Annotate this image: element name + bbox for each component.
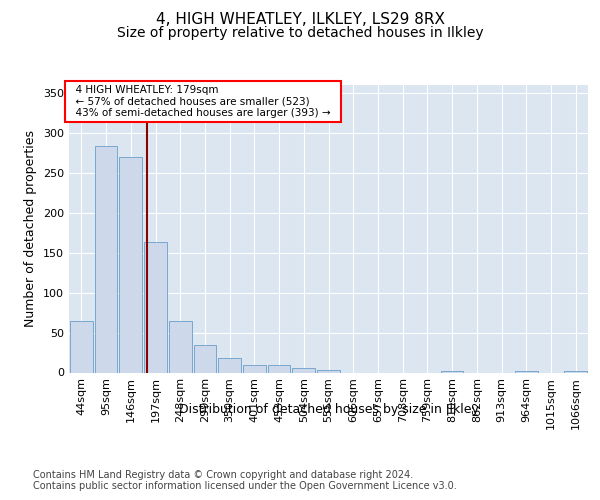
Bar (218, 358, 241, 372)
Text: 4, HIGH WHEATLEY, ILKLEY, LS29 8RX: 4, HIGH WHEATLEY, ILKLEY, LS29 8RX (155, 12, 445, 28)
Bar (515, 371, 538, 372)
Bar (243, 366, 266, 372)
Bar (119, 157, 142, 372)
Bar (292, 368, 315, 372)
Text: Size of property relative to detached houses in Ilkley: Size of property relative to detached ho… (116, 26, 484, 40)
Bar (169, 320, 191, 372)
Y-axis label: Number of detached properties: Number of detached properties (25, 130, 37, 327)
Text: Distribution of detached houses by size in Ilkley: Distribution of detached houses by size … (179, 402, 479, 415)
Bar (95, 146, 118, 372)
Bar (70, 320, 93, 372)
Bar (144, 242, 167, 372)
Bar (564, 371, 587, 372)
Text: 4 HIGH WHEATLEY: 179sqm
  ← 57% of detached houses are smaller (523)
  43% of se: 4 HIGH WHEATLEY: 179sqm ← 57% of detache… (69, 85, 337, 118)
Text: Contains public sector information licensed under the Open Government Licence v3: Contains public sector information licen… (33, 481, 457, 491)
Bar (268, 366, 290, 372)
Bar (317, 370, 340, 372)
Text: Contains HM Land Registry data © Crown copyright and database right 2024.: Contains HM Land Registry data © Crown c… (33, 470, 413, 480)
Bar (441, 371, 463, 372)
Bar (194, 344, 216, 372)
